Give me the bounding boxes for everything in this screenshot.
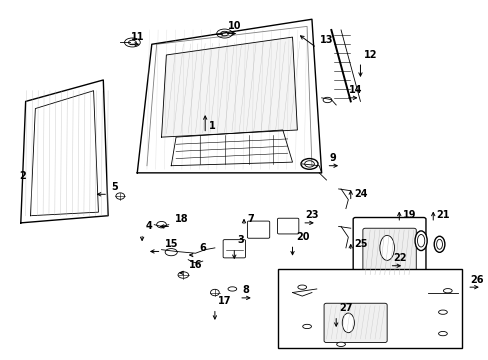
Polygon shape [161, 37, 297, 137]
Text: 17: 17 [218, 296, 231, 306]
Ellipse shape [297, 285, 306, 289]
Text: 16: 16 [189, 260, 202, 270]
Ellipse shape [342, 313, 354, 333]
Text: 22: 22 [392, 253, 406, 263]
Text: 9: 9 [329, 153, 336, 163]
Text: 27: 27 [339, 303, 352, 313]
Text: 18: 18 [174, 214, 188, 224]
Ellipse shape [178, 272, 188, 278]
Ellipse shape [417, 234, 424, 247]
Text: 7: 7 [247, 214, 254, 224]
Text: 5: 5 [111, 182, 118, 192]
Text: 13: 13 [320, 35, 333, 45]
Text: 8: 8 [242, 285, 249, 296]
FancyBboxPatch shape [247, 221, 269, 238]
Text: 24: 24 [353, 189, 367, 199]
Ellipse shape [165, 249, 177, 256]
Ellipse shape [220, 31, 228, 36]
Bar [277, 269, 462, 348]
Text: 25: 25 [353, 239, 367, 249]
Ellipse shape [128, 40, 136, 45]
Text: 23: 23 [305, 210, 319, 220]
Ellipse shape [156, 221, 166, 228]
FancyBboxPatch shape [362, 228, 415, 278]
Ellipse shape [216, 29, 232, 38]
FancyBboxPatch shape [352, 217, 425, 282]
FancyBboxPatch shape [277, 218, 298, 234]
Ellipse shape [124, 38, 140, 47]
Ellipse shape [438, 332, 447, 336]
Text: 1: 1 [208, 121, 215, 131]
Ellipse shape [227, 287, 236, 291]
Text: 19: 19 [402, 210, 415, 220]
Ellipse shape [210, 289, 219, 296]
Ellipse shape [336, 342, 345, 346]
FancyBboxPatch shape [223, 240, 245, 258]
Text: 6: 6 [199, 243, 205, 252]
Ellipse shape [436, 239, 442, 249]
Text: 3: 3 [237, 235, 244, 246]
Text: 20: 20 [295, 232, 309, 242]
Text: 4: 4 [145, 221, 152, 231]
Ellipse shape [414, 231, 427, 251]
Text: 26: 26 [469, 275, 483, 285]
Text: 12: 12 [363, 50, 377, 60]
Ellipse shape [302, 324, 311, 329]
Text: 15: 15 [164, 239, 178, 249]
Text: 21: 21 [436, 210, 449, 220]
Ellipse shape [379, 235, 394, 260]
Text: 2: 2 [20, 171, 26, 181]
Ellipse shape [301, 158, 317, 169]
Ellipse shape [304, 161, 314, 167]
Text: 10: 10 [227, 21, 241, 31]
Text: 14: 14 [348, 85, 362, 95]
Ellipse shape [433, 236, 444, 252]
Ellipse shape [443, 289, 451, 293]
Ellipse shape [116, 193, 124, 199]
Text: 11: 11 [131, 32, 144, 42]
FancyBboxPatch shape [324, 303, 386, 342]
Ellipse shape [323, 97, 331, 103]
Ellipse shape [438, 310, 447, 314]
